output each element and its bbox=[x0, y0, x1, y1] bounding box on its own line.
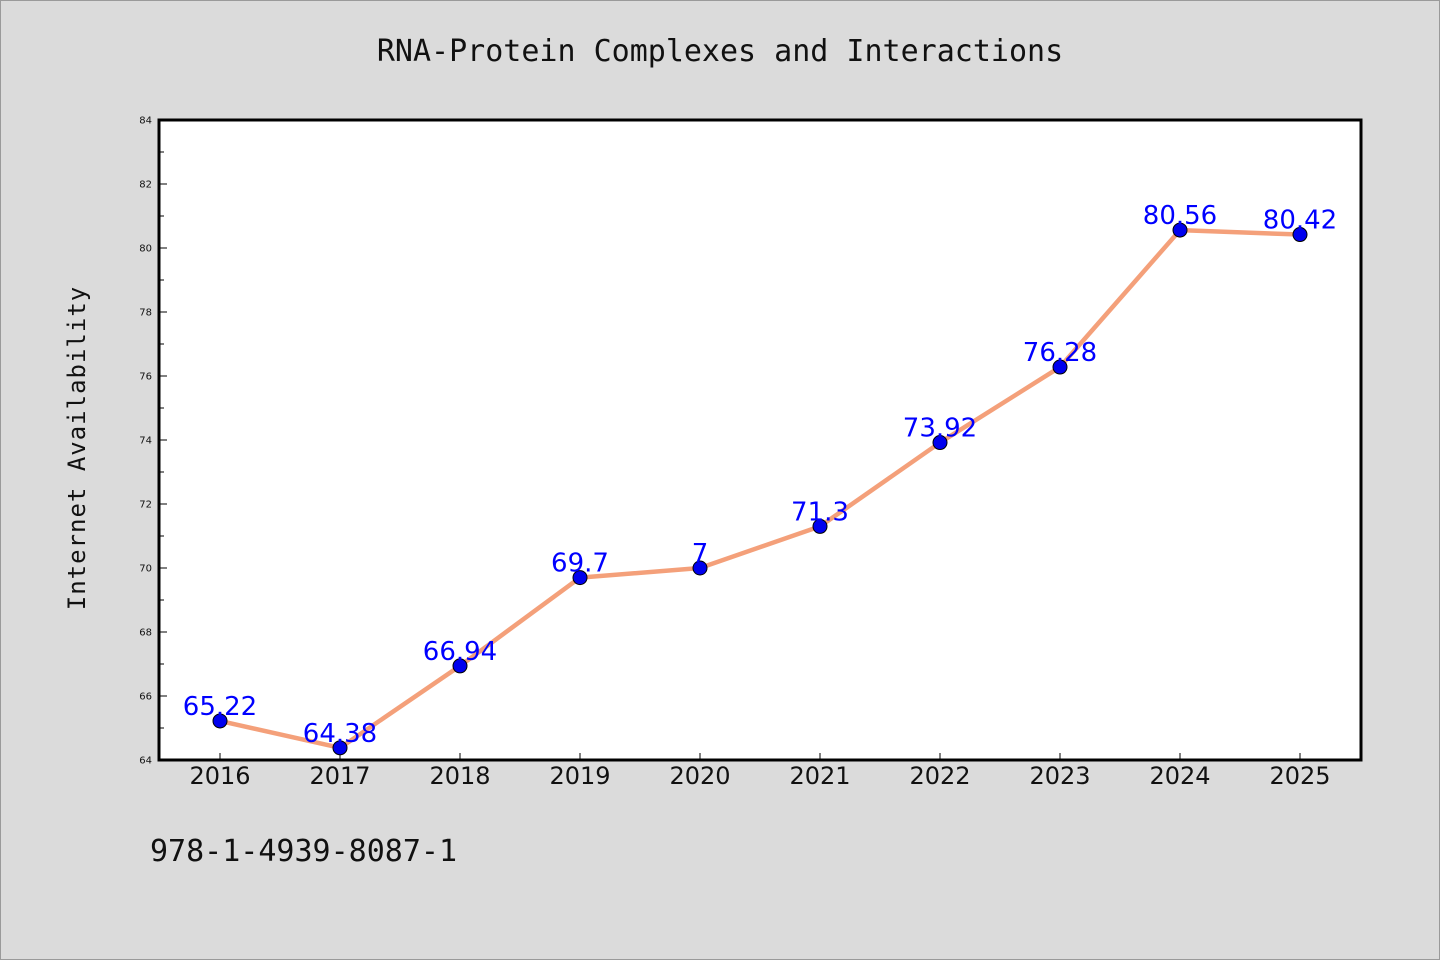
y-axis: 64 66 68 70 72 74 76 78 80 82 84 bbox=[139, 116, 167, 767]
y-tick-label: 76 bbox=[139, 372, 152, 383]
x-tick-label: 2017 bbox=[309, 762, 370, 790]
data-label: 80.56 bbox=[1143, 201, 1217, 231]
data-label: 76.28 bbox=[1023, 338, 1097, 368]
y-tick-label: 74 bbox=[139, 436, 152, 447]
data-point bbox=[1292, 227, 1308, 243]
data-point bbox=[572, 570, 588, 586]
data-point bbox=[452, 658, 468, 674]
data-label: 7 bbox=[692, 539, 709, 569]
footer-code: 978-1-4939-8087-1 bbox=[150, 834, 458, 869]
data-label: 73.92 bbox=[903, 414, 977, 444]
data-point bbox=[212, 713, 228, 729]
y-tick-label: 68 bbox=[139, 628, 152, 639]
x-tick-label: 2022 bbox=[909, 762, 970, 790]
data-label: 65.22 bbox=[183, 692, 257, 722]
y-tick-label: 82 bbox=[139, 180, 152, 191]
data-point bbox=[932, 435, 948, 451]
x-tick-label: 2018 bbox=[429, 762, 490, 790]
y-tick-label: 78 bbox=[139, 308, 152, 319]
x-tick-label: 2021 bbox=[789, 762, 850, 790]
y-tick-label: 64 bbox=[139, 756, 152, 767]
data-label: 71.3 bbox=[791, 497, 849, 527]
x-tick-label: 2019 bbox=[549, 762, 610, 790]
data-point bbox=[332, 740, 348, 756]
data-label: 69.7 bbox=[551, 549, 609, 579]
x-tick-label: 2016 bbox=[189, 762, 250, 790]
y-tick-label: 70 bbox=[139, 564, 152, 575]
x-axis: 2016 2017 2018 2019 2020 2021 2022 2023 2024 2025 bbox=[189, 753, 1331, 790]
x-tick-label: 2023 bbox=[1029, 762, 1090, 790]
data-label: 80.42 bbox=[1263, 206, 1337, 236]
y-tick-label: 80 bbox=[139, 244, 152, 255]
data-point bbox=[1052, 359, 1068, 375]
data-point bbox=[1172, 222, 1188, 238]
series-line bbox=[219, 227, 1301, 751]
data-point bbox=[692, 560, 708, 576]
x-tick-label: 2024 bbox=[1149, 762, 1210, 790]
plot-area bbox=[157, 118, 1363, 762]
chart-title: RNA-Protein Complexes and Interactions bbox=[376, 34, 1064, 69]
data-label: 66.94 bbox=[423, 637, 497, 667]
data-point bbox=[812, 518, 828, 534]
y-tick-label: 66 bbox=[139, 692, 152, 703]
y-tick-label: 84 bbox=[139, 116, 152, 127]
series-group: 65.22 64.38 66.94 69.7 7 71.3 73.92 76.28 80.56 8… bbox=[183, 201, 1337, 756]
x-tick-label: 2025 bbox=[1269, 762, 1330, 790]
y-tick-label: 72 bbox=[139, 500, 152, 511]
x-tick-label: 2020 bbox=[669, 762, 730, 790]
data-label: 64.38 bbox=[303, 719, 377, 749]
